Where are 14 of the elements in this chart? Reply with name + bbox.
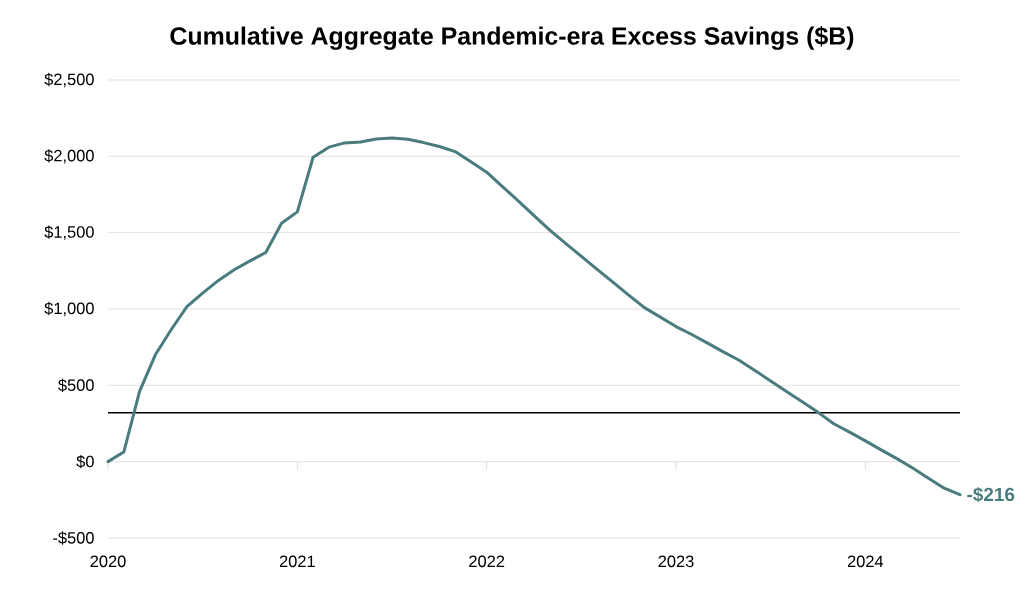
x-tick-label: 2024 xyxy=(847,555,884,568)
x-tick-label: 2023 xyxy=(658,555,694,568)
y-tick-label: $500 xyxy=(58,378,94,392)
y-tick-label: $1,500 xyxy=(44,225,94,240)
x-tick-label: 2022 xyxy=(469,555,505,568)
x-tick-label: 2020 xyxy=(90,555,126,568)
y-tick-label: $2,000 xyxy=(44,149,94,164)
chart-title: Cumulative Aggregate Pandemic-era Excess Savings ($B) xyxy=(170,26,854,50)
y-tick-label: $2,500 xyxy=(44,72,94,88)
y-tick-label: $0 xyxy=(76,454,94,469)
annotation: -$216 xyxy=(967,486,1015,503)
x-tick-label: 2021 xyxy=(279,555,315,568)
y-tick-label: -$500 xyxy=(53,531,94,545)
y-tick-label: $1,000 xyxy=(44,301,94,317)
